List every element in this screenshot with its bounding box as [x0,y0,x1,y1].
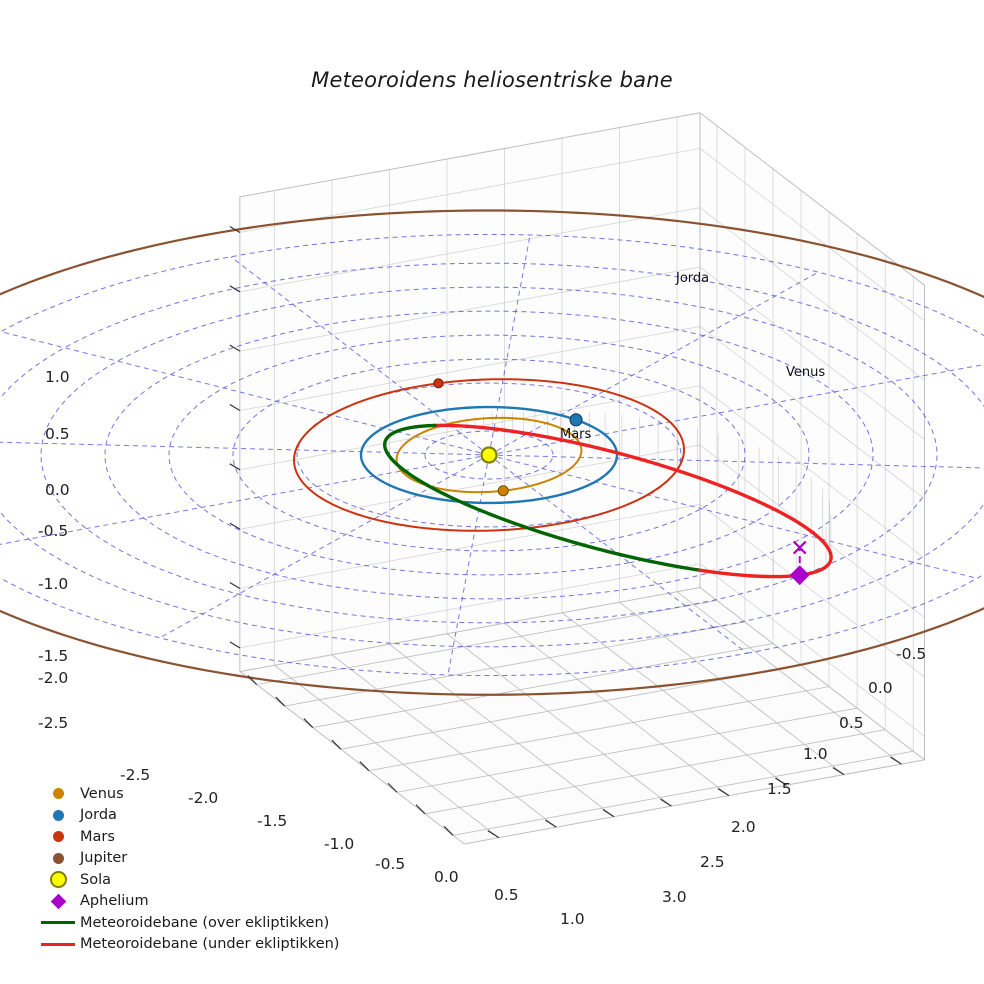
axis-y-tick-label: 0.0 [868,679,893,697]
axis-x-tick-label: 0.0 [434,868,459,886]
axis-y-tick-label: -0.5 [896,645,927,663]
legend-circle-icon [52,788,64,800]
axis-z-tick-label: -1.0 [38,575,69,593]
axis-x-tick-label: -1.0 [324,835,355,853]
legend-line-icon [41,942,75,946]
axis-y-tick-label: 1.5 [767,780,792,798]
axis-x-tick-label: -2.0 [188,789,219,807]
legend-item[interactable]: Jupiter [36,848,339,870]
legend-circle-icon [52,809,64,821]
axes-grid-lines [239,112,925,845]
legend-item[interactable]: Venus [36,783,339,805]
axis-tick-marks [229,225,902,839]
axis-x-tick-label: 1.0 [560,910,585,928]
body-markers [433,378,583,497]
axis-y-tick-label: 2.0 [731,818,756,836]
legend-circle-icon [52,831,64,843]
legend-item-label: Aphelium [80,893,149,910]
axis-x-tick-label: -0.5 [375,855,406,873]
legend-circle-icon [52,852,64,864]
axis-z-tick-label: -2.0 [38,669,69,687]
axis-z-tick-label: -0.5 [38,522,69,540]
axis-z-tick-label: 0.5 [45,425,70,443]
axis-y-tick-label: 0.5 [839,714,864,732]
legend: Venus Jorda Mars Jupiter Sola Aphelium Meteoro… [36,783,339,955]
legend-item[interactable]: Aphelium [36,891,339,913]
legend-item-label: Jorda [80,807,117,824]
legend-item-label: Jupiter [80,850,128,867]
aphelium-marker [789,540,810,586]
jupiter-orbit [0,209,984,696]
axis-z-tick-label: -2.5 [38,714,69,732]
legend-item-label: Venus [80,785,124,802]
axes-pane-walls [239,112,925,844]
axis-y-tick-label: 3.0 [662,888,687,906]
legend-item-label: Sola [80,871,111,888]
axis-x-tick-label: 0.5 [494,886,519,904]
legend-item[interactable]: Meteoroidebane (under ekliptikken) [36,934,339,956]
legend-item[interactable]: Mars [36,826,339,848]
legend-line-icon [41,921,75,925]
legend-item[interactable]: Meteoroidebane (over ekliptikken) [36,912,339,934]
legend-item[interactable]: Jorda [36,805,339,827]
axis-z-tick-label: -1.5 [38,647,69,665]
axis-z-tick-label: 1.0 [45,368,70,386]
ecliptic-polar-grid [0,233,984,677]
legend-sun-icon [49,871,67,889]
axis-y-tick-label: 1.0 [803,745,828,763]
page-title: Meteoroidens heliosentriske bane [311,68,673,92]
legend-item[interactable]: Sola [36,869,339,891]
body-label-jorda: Jorda [676,271,710,286]
legend-diamond-icon [50,893,66,910]
meteoroid-orbit [383,423,833,579]
axis-x-tick-label: -2.5 [120,766,151,784]
axis-z-tick-label: 0.0 [45,481,70,499]
body-label-venus: Venus [786,365,826,380]
legend-item-label: Meteoroidebane (over ekliptikken) [80,914,330,931]
axis-y-tick-label: 2.5 [700,853,725,871]
axis-x-tick-label: -1.5 [257,812,288,830]
legend-item-label: Mars [80,828,115,845]
legend-item-label: Meteoroidebane (under ekliptikken) [80,936,340,953]
body-label-mars: Mars [560,427,592,442]
